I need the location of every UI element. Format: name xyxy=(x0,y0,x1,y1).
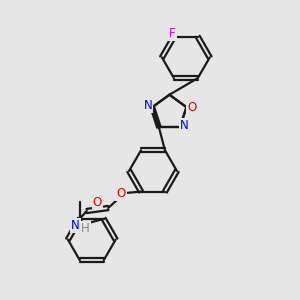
Text: O: O xyxy=(93,196,102,208)
Text: O: O xyxy=(116,187,126,200)
Text: F: F xyxy=(169,27,176,40)
Text: N: N xyxy=(180,119,189,132)
Text: N: N xyxy=(143,99,152,112)
Text: O: O xyxy=(187,100,196,114)
Text: H: H xyxy=(81,222,90,236)
Text: N: N xyxy=(71,219,80,232)
